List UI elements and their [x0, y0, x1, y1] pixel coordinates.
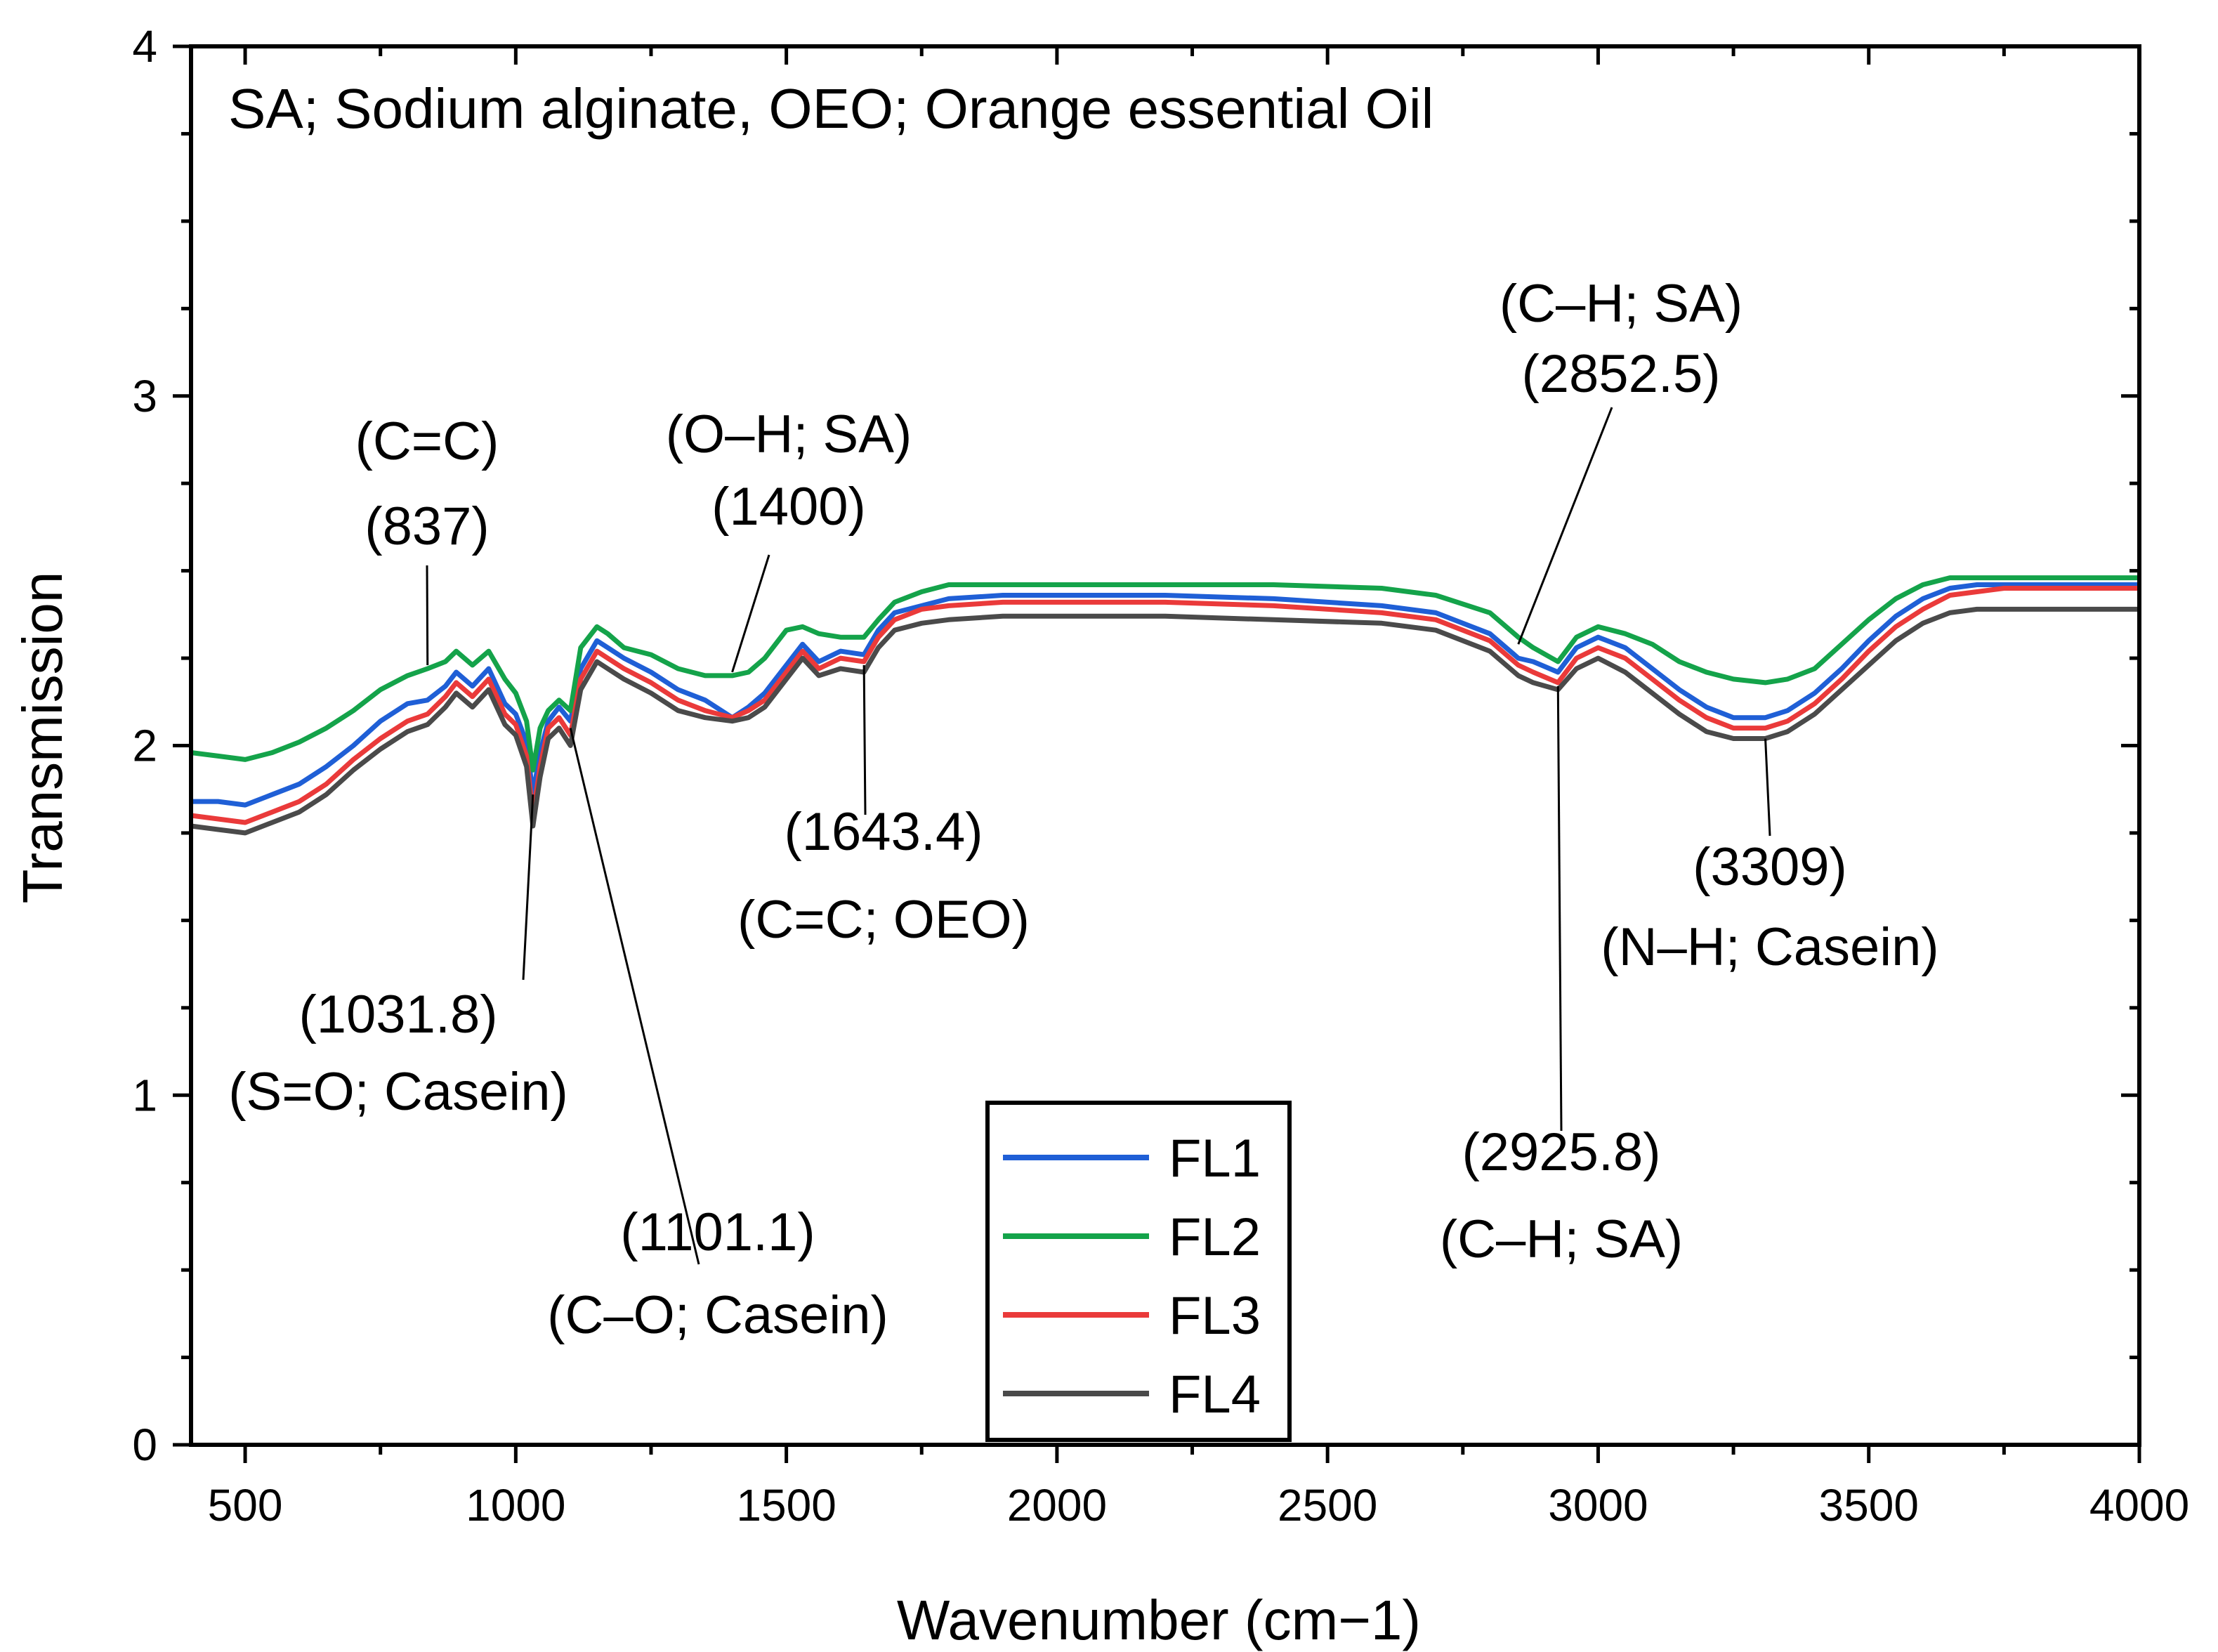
y-axis-title: Transmission: [11, 572, 74, 904]
annotation-label: (C=C): [355, 412, 499, 471]
peak-annotation: (C–H; SA) (2852.5): [1500, 274, 1743, 645]
annotation-label: (C=C; OEO): [737, 890, 1030, 950]
x-tick-label: 2000: [1007, 1480, 1107, 1530]
series-line-fl3: [190, 586, 2139, 825]
legend-label: FL1: [1169, 1129, 1261, 1188]
annotation-label: (O–H; SA): [666, 405, 912, 464]
annotation-leader-line: [731, 554, 770, 673]
x-tick-label: 4000: [2089, 1480, 2189, 1530]
annotation-leader-line: [862, 665, 867, 815]
series-line-fl2: [190, 575, 2139, 773]
y-tick-label: 0: [132, 1420, 157, 1470]
peak-annotations: (C=C) (837) (O–H; SA) (1400) (1031.8) (S=O; C…: [228, 274, 1939, 1345]
annotation-label: (1101.1): [620, 1202, 815, 1262]
chart-title: SA; Sodium alginate, OEO; Orange essenti…: [228, 77, 1433, 140]
annotation-label: (1643.4): [784, 802, 983, 862]
y-tick-label: 4: [132, 21, 157, 72]
annotation-label: (1031.8): [298, 985, 497, 1044]
plot-area: [190, 575, 2139, 836]
annotation-label: (3309): [1693, 837, 1847, 897]
peak-annotation: (2925.8) (C–H; SA): [1440, 686, 1683, 1269]
peak-annotation: (1643.4) (C=C; OEO): [737, 665, 1030, 950]
peak-annotation: (C=C) (837): [355, 412, 499, 666]
peak-annotation: (3309) (N–H; Casein): [1601, 738, 1939, 977]
annotation-label: (C–O; Casein): [547, 1285, 888, 1345]
x-tick-label: 2500: [1278, 1480, 1377, 1530]
peak-annotation: (O–H; SA) (1400): [666, 405, 912, 673]
annotation-leader-line: [1556, 686, 1563, 1132]
peak-annotation: (1031.8) (S=O; Casein): [228, 794, 568, 1122]
annotation-leader-line: [1517, 407, 1613, 645]
annotation-label: (C–H; SA): [1440, 1210, 1683, 1269]
annotation-leader-line: [1764, 738, 1771, 837]
annotation-label: (2852.5): [1521, 344, 1720, 404]
y-tick-label: 1: [132, 1070, 157, 1120]
y-tick-label: 2: [132, 721, 157, 771]
x-tick-label: 1000: [466, 1480, 565, 1530]
x-tick-label: 1500: [736, 1480, 836, 1530]
x-tick-label: 3000: [1548, 1480, 1648, 1530]
annotation-label: (1400): [711, 477, 866, 537]
series-line-fl1: [191, 582, 2139, 808]
legend: FL1 FL2 FL3 FL4: [985, 1101, 1292, 1442]
peak-annotation: (1101.1) (C–O; Casein): [547, 728, 888, 1345]
annotation-leader-line: [426, 565, 429, 666]
annotation-label: (837): [365, 497, 489, 556]
legend-label: FL4: [1169, 1365, 1261, 1424]
legend-label: FL2: [1169, 1207, 1261, 1267]
x-tick-label: 3500: [1819, 1480, 1919, 1530]
annotation-leader-line: [522, 794, 534, 981]
annotation-label: (S=O; Casein): [228, 1062, 568, 1122]
annotation-label: (C–H; SA): [1500, 274, 1743, 334]
axes: 500 1000 1500 2000 2500 3000 3500 4000 0 1 2 3 4: [132, 21, 2189, 1530]
annotation-leader-line: [569, 728, 700, 1265]
x-tick-label: 500: [208, 1480, 283, 1530]
y-tick-label: 3: [132, 371, 157, 421]
series-line-fl4: [190, 606, 2139, 836]
annotation-label: (2925.8): [1462, 1122, 1660, 1182]
annotation-label: (N–H; Casein): [1601, 917, 1938, 977]
legend-label: FL3: [1169, 1286, 1261, 1346]
x-axis-title: Wavenumber (cm−1): [897, 1589, 1421, 1651]
